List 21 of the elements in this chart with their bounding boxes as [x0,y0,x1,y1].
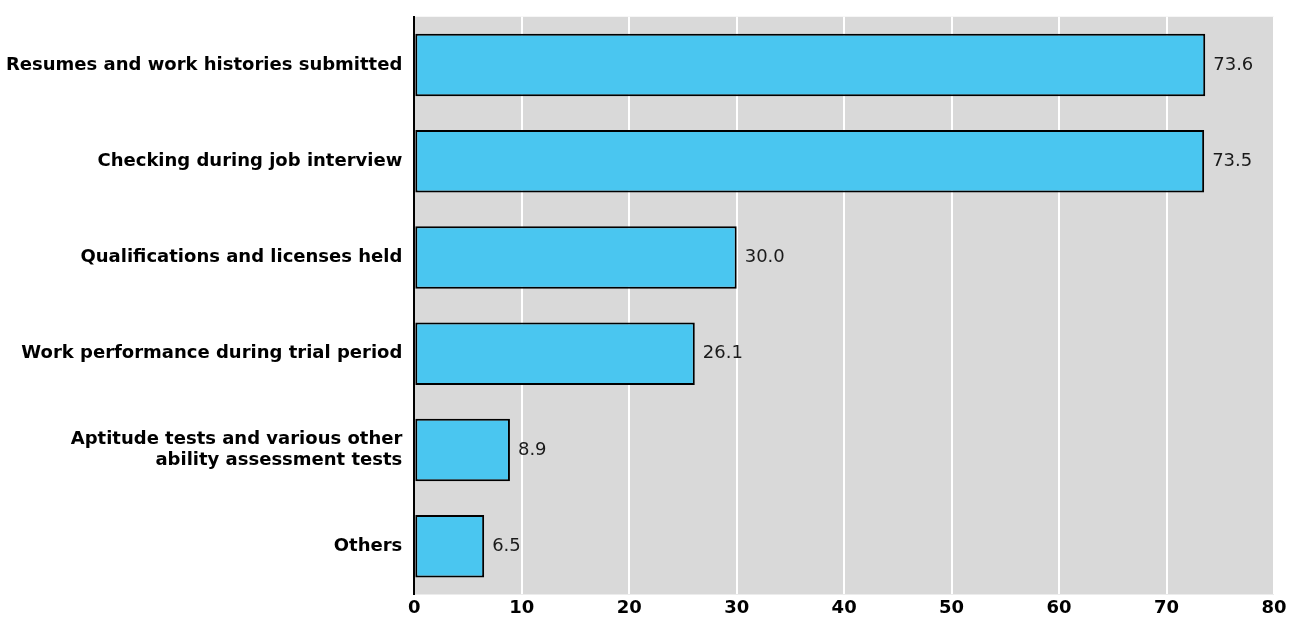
x-tick-label: 40 [831,595,857,617]
data-label: 30.0 [744,245,785,267]
x-tick-label: 60 [1046,595,1072,617]
data-label: 73.6 [1213,52,1254,74]
x-tick-label: 50 [939,595,965,617]
data-label: 6.5 [492,533,521,555]
x-tick-label: 0 [408,595,421,617]
x-tick-label: 70 [1154,595,1180,617]
x-tick-label: 10 [509,595,535,617]
y-tick-label: Aptitude tests and various other ability assessment tests [70,426,403,470]
data-label: 73.5 [1212,148,1253,170]
y-tick-label: Qualifications and licenses held [80,245,403,267]
y-tick-label: Others [333,533,403,555]
y-tick-label: Checking during job interview [97,148,403,170]
y-tick-label: Resumes and work histories submitted [6,52,403,74]
data-label: 26.1 [702,341,743,363]
x-tick-label: 80 [1261,595,1287,617]
x-tick-label: 30 [724,595,750,617]
data-label: 8.9 [517,437,547,459]
x-tick-label: 20 [616,595,642,617]
y-tick-label: Work performance during trial period [21,341,403,363]
